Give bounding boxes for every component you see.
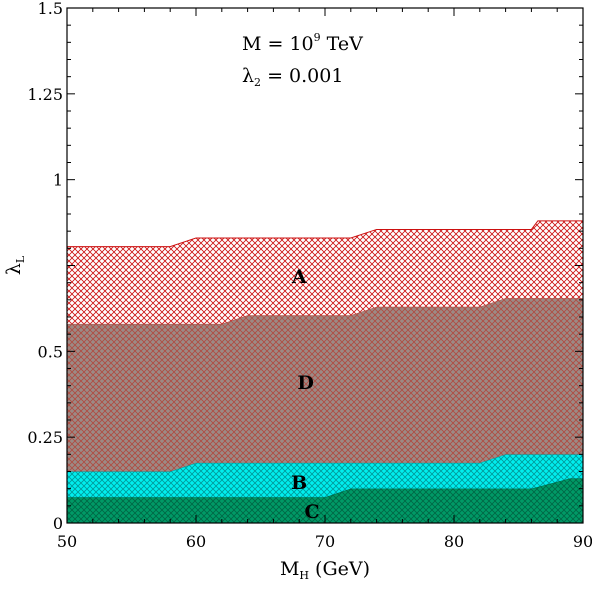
- x-tick-label: 50: [57, 532, 77, 551]
- region-label-b: B: [291, 472, 307, 494]
- x-tick-label: 60: [186, 532, 206, 551]
- y-tick-label: 1: [53, 171, 63, 190]
- x-tick-label: 70: [315, 532, 335, 551]
- ticks-layer: [66, 7, 584, 524]
- region-label-c: C: [305, 501, 320, 523]
- region-a-boundary: [67, 220, 583, 248]
- x-axis-label: MH (GeV): [280, 558, 370, 582]
- region-c: [67, 478, 583, 523]
- region-b: [67, 454, 583, 498]
- regions-layer: [66, 220, 584, 523]
- y-tick-label: 1.5: [38, 0, 63, 18]
- region-label-d: D: [297, 372, 313, 394]
- region-d: [67, 298, 583, 472]
- x-tick-label: 80: [444, 532, 464, 551]
- y-tick-label: 0.25: [27, 428, 63, 447]
- annotation-mass: M = 109 TeV: [242, 31, 363, 55]
- y-tick-label: 1.25: [27, 85, 63, 104]
- x-tick-label: 90: [573, 532, 592, 551]
- region-a: [67, 220, 583, 324]
- y-axis-label: λL: [3, 255, 27, 275]
- region-label-a: A: [291, 266, 307, 288]
- y-tick-label: 0.5: [38, 342, 63, 361]
- labels-layer: 50 60 70 80 90 0 0.25 0.5 1 1.25 1.5 MH (GeV) λL M = …: [3, 0, 592, 582]
- y-tick-label: 0: [53, 514, 63, 533]
- annotation-lambda2: λ2 = 0.001: [242, 65, 343, 89]
